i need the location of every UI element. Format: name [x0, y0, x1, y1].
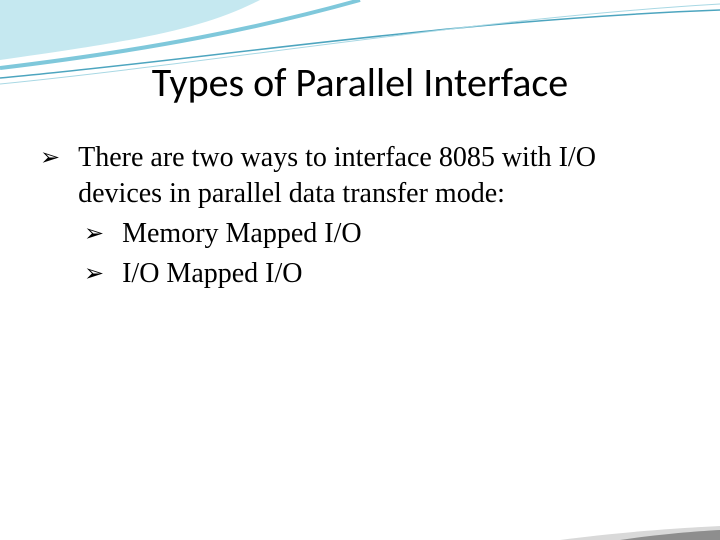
bullet-marker-icon: ➢ — [40, 140, 60, 176]
footer-corner-dark — [620, 530, 720, 540]
footer-svg — [0, 520, 720, 540]
bullet-item: ➢ Memory Mapped I/O — [84, 216, 680, 252]
slide-body: ➢ There are two ways to interface 8085 w… — [40, 140, 680, 296]
bullet-text: I/O Mapped I/O — [122, 256, 302, 292]
bullet-marker-icon: ➢ — [84, 256, 104, 292]
slide: Types of Parallel Interface ➢ There are … — [0, 0, 720, 540]
wave-fill-light — [0, 0, 260, 60]
bullet-item: ➢ I/O Mapped I/O — [84, 256, 680, 292]
bullet-item: ➢ There are two ways to interface 8085 w… — [40, 140, 680, 212]
bullet-text: There are two ways to interface 8085 wit… — [78, 140, 680, 212]
bullet-text: Memory Mapped I/O — [122, 216, 362, 252]
bullet-marker-icon: ➢ — [84, 216, 104, 252]
footer-accent — [0, 520, 720, 540]
footer-corner-light — [560, 526, 720, 540]
slide-title: Types of Parallel Interface — [0, 58, 720, 107]
